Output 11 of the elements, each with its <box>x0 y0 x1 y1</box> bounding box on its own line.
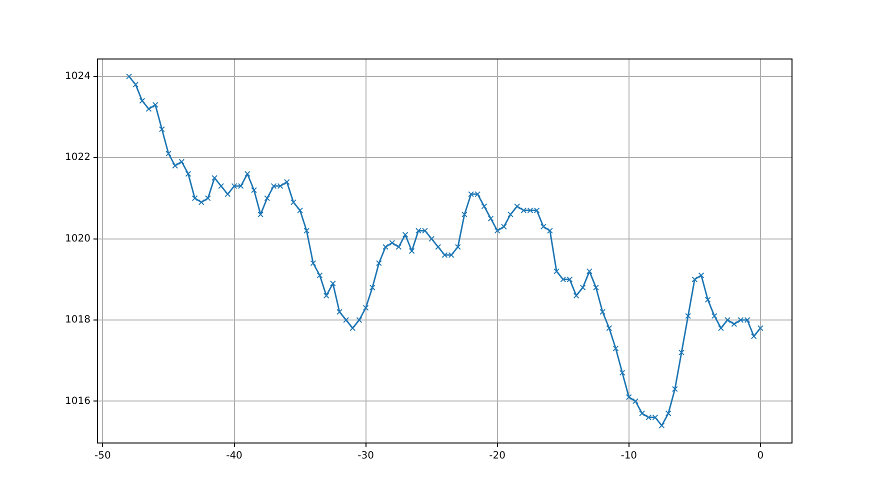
y-tick-label: 1018 <box>64 314 90 326</box>
x-tick-label: -40 <box>226 450 242 462</box>
x-tick-label: -20 <box>489 450 506 462</box>
x-tick-label: -10 <box>620 450 638 462</box>
y-tick-label: 1016 <box>64 396 90 407</box>
y-tick-label: 1022 <box>64 152 90 164</box>
x-tick-label: -50 <box>94 450 111 462</box>
x-tick-label: -30 <box>358 450 374 462</box>
x-tick-label: 0 <box>757 450 764 462</box>
y-tick-label: 1024 <box>64 71 90 82</box>
y-tick-label: 1020 <box>64 233 90 244</box>
